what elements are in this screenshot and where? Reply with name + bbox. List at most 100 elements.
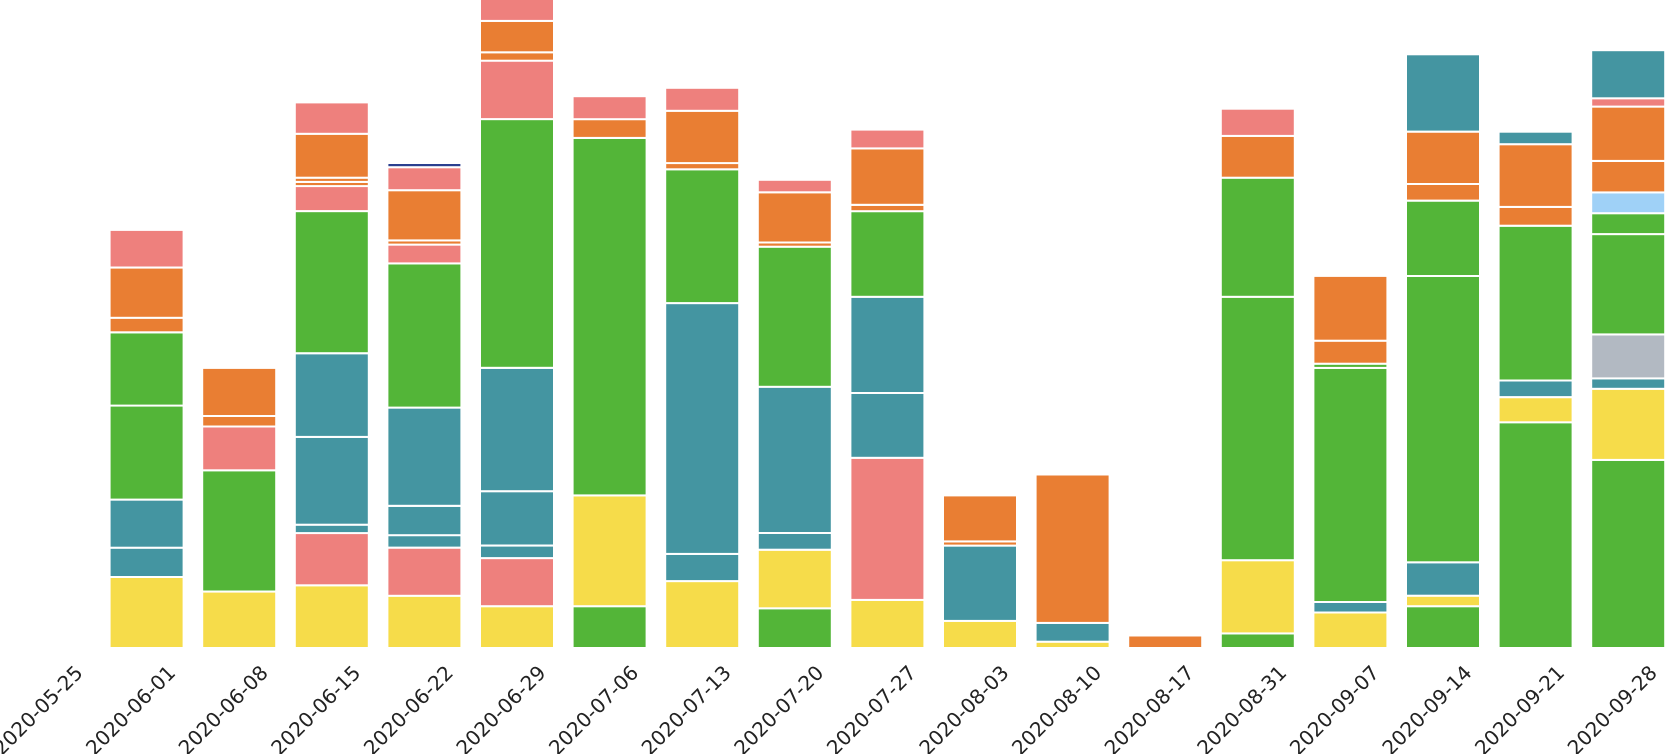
x-tick-label: 2020-08-10 [1007,661,1106,754]
bar-segment [942,619,1018,649]
bar-segment [1497,143,1574,208]
bar-segment [1590,160,1666,194]
bar-segment [386,534,463,549]
bar-segment [849,128,926,150]
bar-2020-08-31 [1219,107,1296,650]
bar-2020-09-21 [1497,130,1574,650]
bar-segment [479,557,555,608]
bar-segment [293,523,370,535]
bar-segment [1590,333,1666,380]
bar-segment [293,101,370,135]
bar-segment [1219,134,1296,179]
x-tick-label: 2020-08-17 [1100,661,1199,754]
bar-segment [1405,182,1481,202]
bar-segment [479,490,555,547]
bar-segment [1405,274,1481,564]
x-tick-label: 2020-07-13 [637,661,736,754]
x-tick-label: 2020-08-03 [914,661,1013,754]
bar-segment [1405,605,1481,650]
bar-segment [1497,379,1574,399]
bar-segment [108,404,185,501]
bar-segment [664,552,741,583]
bar-segment [1497,421,1574,650]
bar-segment [1590,105,1666,162]
bar-segment [201,425,278,472]
bar-segment [571,95,648,121]
bar-segment [1312,339,1389,365]
bar-segment [571,494,648,608]
bar-segment [108,575,185,650]
bar-segment [1219,176,1296,298]
bars-layer [108,0,1666,650]
bar-segment [756,191,833,244]
bar-segment [1590,97,1666,108]
bar-segment [479,59,555,121]
bar-segment [293,532,370,587]
x-tick-label: 2020-06-15 [266,661,365,754]
bar-segment [479,0,555,22]
bar-2020-09-14 [1405,53,1481,650]
bar-segment [849,598,926,650]
bar-2020-07-13 [664,86,741,649]
bar-segment [201,590,278,649]
bar-segment [108,331,185,407]
bar-segment [386,546,463,597]
x-tick-label: 2020-09-07 [1285,661,1384,754]
bar-2020-08-03 [942,494,1018,649]
bar-segment [201,469,278,593]
bar-segment [1590,233,1666,336]
bar-2020-08-17 [1127,634,1204,649]
bar-segment [849,392,926,459]
bar-segment [386,162,463,169]
x-tick-label: 2020-09-14 [1377,661,1476,754]
bar-segment [293,185,370,213]
bar-segment [1590,377,1666,390]
bar-segment [1312,601,1389,614]
bar-segment [1405,594,1481,608]
bar-segment [108,228,185,269]
bar-segment [386,594,463,650]
bar-segment [479,51,555,62]
bar-segment [479,544,555,560]
x-tick-label: 2020-06-29 [451,661,550,754]
bar-segment [664,302,741,555]
bar-segment [1034,473,1111,624]
bar-segment [293,210,370,355]
bar-segment [756,607,833,649]
bar-segment [1497,224,1574,382]
x-tick-label: 2020-09-21 [1470,661,1569,754]
x-tick-label: 2020-06-22 [359,661,458,754]
bar-segment [1590,212,1666,236]
bar-segment [1590,458,1666,649]
bar-2020-08-10 [1034,473,1111,650]
bar-segment [756,178,833,194]
bar-segment [386,262,463,409]
bar-segment [1497,396,1574,424]
bar-segment [849,203,926,213]
x-tick-label: 2020-06-08 [174,661,273,754]
bar-segment [108,498,185,549]
bar-segment [664,580,741,649]
bar-segment [1219,632,1296,650]
x-tick-label: 2020-09-28 [1563,661,1662,754]
x-tick-label: 2020-05-25 [0,661,88,754]
bar-segment [849,295,926,394]
bar-2020-09-07 [1312,274,1389,649]
bar-segment [1590,191,1666,215]
bar-segment [664,109,741,165]
bar-segment [201,415,278,428]
bar-segment [849,147,926,206]
bar-segment [756,245,833,388]
bar-segment [108,316,185,334]
bar-segment [293,352,370,438]
x-tick-label: 2020-07-27 [822,661,921,754]
bar-segment [386,166,463,192]
bar-segment [201,366,278,417]
bar-segment [479,19,555,54]
bar-segment [293,132,370,179]
bar-segment [1497,205,1574,227]
bar-segment [1219,295,1296,562]
bar-segment [479,605,555,650]
bar-segment [1590,49,1666,100]
